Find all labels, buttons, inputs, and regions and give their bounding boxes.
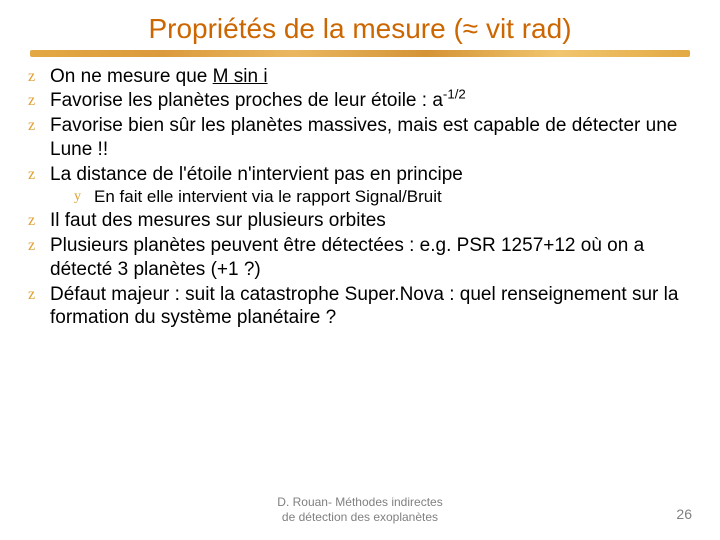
bullet-item: Il faut des mesures sur plusieurs orbite… (28, 209, 692, 233)
bullet-text: La distance de l'étoile n'intervient pas… (50, 164, 463, 185)
sub-bullet-text: En fait elle intervient via le rapport S… (94, 187, 442, 206)
slide: Propriétés de la mesure (≈ vit rad) On n… (0, 0, 720, 540)
page-number: 26 (676, 506, 692, 522)
bullet-item: Favorise les planètes proches de leur ét… (28, 89, 692, 113)
bullet-item: Plusieurs planètes peuvent être détectée… (28, 234, 692, 282)
slide-title: Propriétés de la mesure (≈ vit rad) (0, 0, 720, 50)
title-underline-wrap (0, 50, 720, 63)
content-area: On ne mesure que M sin i Favorise les pl… (0, 63, 720, 331)
bullet-text: Défaut majeur : suit la catastrophe Supe… (50, 284, 678, 329)
bullet-text: Il faut des mesures sur plusieurs orbite… (50, 210, 386, 231)
footer-line-2: de détection des exoplanètes (282, 510, 438, 524)
footer-text: D. Rouan- Méthodes indirectes de détecti… (277, 495, 442, 524)
sub-bullet-list: En fait elle intervient via le rapport S… (50, 186, 692, 208)
bullet-text: Favorise bien sûr les planètes massives,… (50, 115, 677, 160)
bullet-list: On ne mesure que M sin i Favorise les pl… (28, 65, 692, 331)
bullet-item: Favorise bien sûr les planètes massives,… (28, 114, 692, 162)
bullet-text: Plusieurs planètes peuvent être détectée… (50, 235, 644, 280)
bullet-item: Défaut majeur : suit la catastrophe Supe… (28, 283, 692, 331)
bullet-item: La distance de l'étoile n'intervient pas… (28, 163, 692, 209)
bullet-item: On ne mesure que M sin i (28, 65, 692, 89)
bullet-text: On ne mesure que M sin i (50, 66, 268, 87)
sub-bullet-item: En fait elle intervient via le rapport S… (74, 186, 692, 208)
footer: D. Rouan- Méthodes indirectes de détecti… (0, 495, 720, 524)
bullet-text: Favorise les planètes proches de leur ét… (50, 90, 466, 111)
title-underline (30, 50, 690, 57)
footer-line-1: D. Rouan- Méthodes indirectes (277, 495, 442, 509)
